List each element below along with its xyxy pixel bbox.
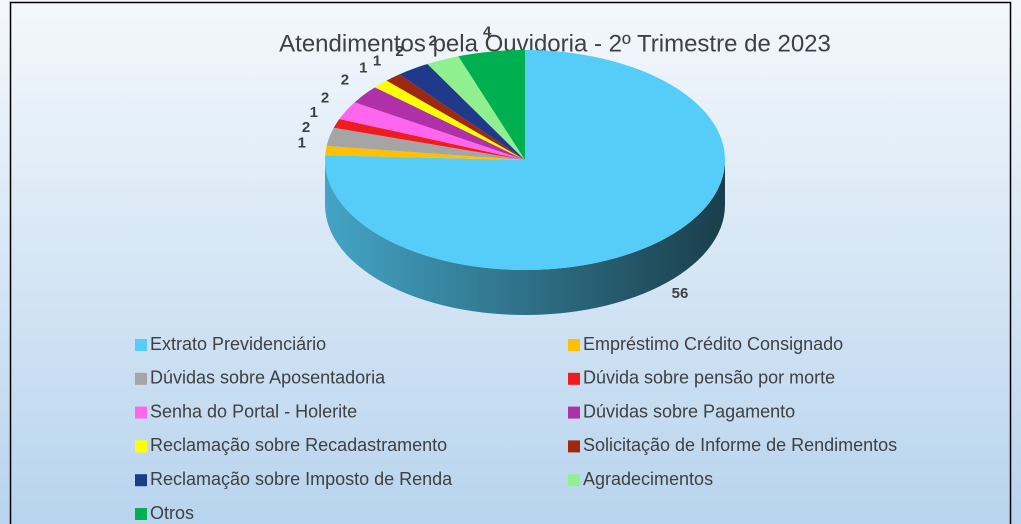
legend-label: Agradecimentos	[583, 469, 713, 489]
legend-label: Dúvidas sobre Aposentadoria	[150, 368, 386, 388]
data-label: 2	[302, 119, 310, 136]
legend-label: Dúvida sobre pensão por morte	[583, 368, 835, 388]
pie-slice	[458, 50, 525, 160]
pie-slice	[354, 87, 525, 160]
data-label: 1	[310, 104, 318, 121]
pie-slice	[339, 102, 525, 160]
legend-swatch	[568, 339, 580, 351]
legend-swatch	[568, 474, 580, 487]
pie-slice	[386, 74, 525, 160]
pie-slice	[325, 146, 525, 160]
legend-swatch	[568, 372, 580, 385]
legend-label: Senha do Portal - Holerite	[150, 401, 357, 421]
legend-label: Otros	[150, 503, 194, 523]
pie-slice	[399, 63, 525, 161]
pie-side	[325, 160, 725, 315]
legend-label: Reclamação sobre Recadastramento	[150, 435, 447, 455]
legend-swatch	[135, 406, 147, 419]
legend-label: Extrato Previdenciário	[150, 334, 326, 354]
data-label: 2	[341, 72, 349, 89]
legend-label: Solicitação de Informe de Rendimentos	[583, 435, 897, 455]
chart-frame	[9, 1, 1012, 524]
legend-swatch	[135, 474, 147, 487]
data-label: 2	[429, 33, 437, 50]
legend-swatch	[135, 339, 147, 351]
data-label: 2	[321, 90, 329, 107]
data-label: 56	[672, 285, 689, 302]
pie-slice	[326, 127, 525, 160]
pie-slice	[333, 118, 525, 160]
legend-label: Reclamação sobre Imposto de Renda	[150, 469, 453, 489]
legend-label: Empréstimo Crédito Consignado	[583, 334, 843, 354]
pie-slice	[374, 80, 525, 160]
pie-slice	[427, 56, 525, 161]
data-label: 1	[359, 60, 367, 77]
data-label: 1	[373, 52, 381, 69]
data-label: 4	[483, 24, 492, 41]
legend-swatch	[568, 440, 580, 453]
pie-slice	[325, 50, 725, 270]
data-label: 2	[395, 43, 403, 60]
data-label: 1	[298, 135, 306, 152]
legend-swatch	[135, 508, 147, 520]
legend-swatch	[135, 440, 147, 453]
legend-swatch	[135, 372, 147, 385]
legend-label: Dúvidas sobre Pagamento	[583, 401, 795, 421]
legend-swatch	[568, 406, 580, 419]
